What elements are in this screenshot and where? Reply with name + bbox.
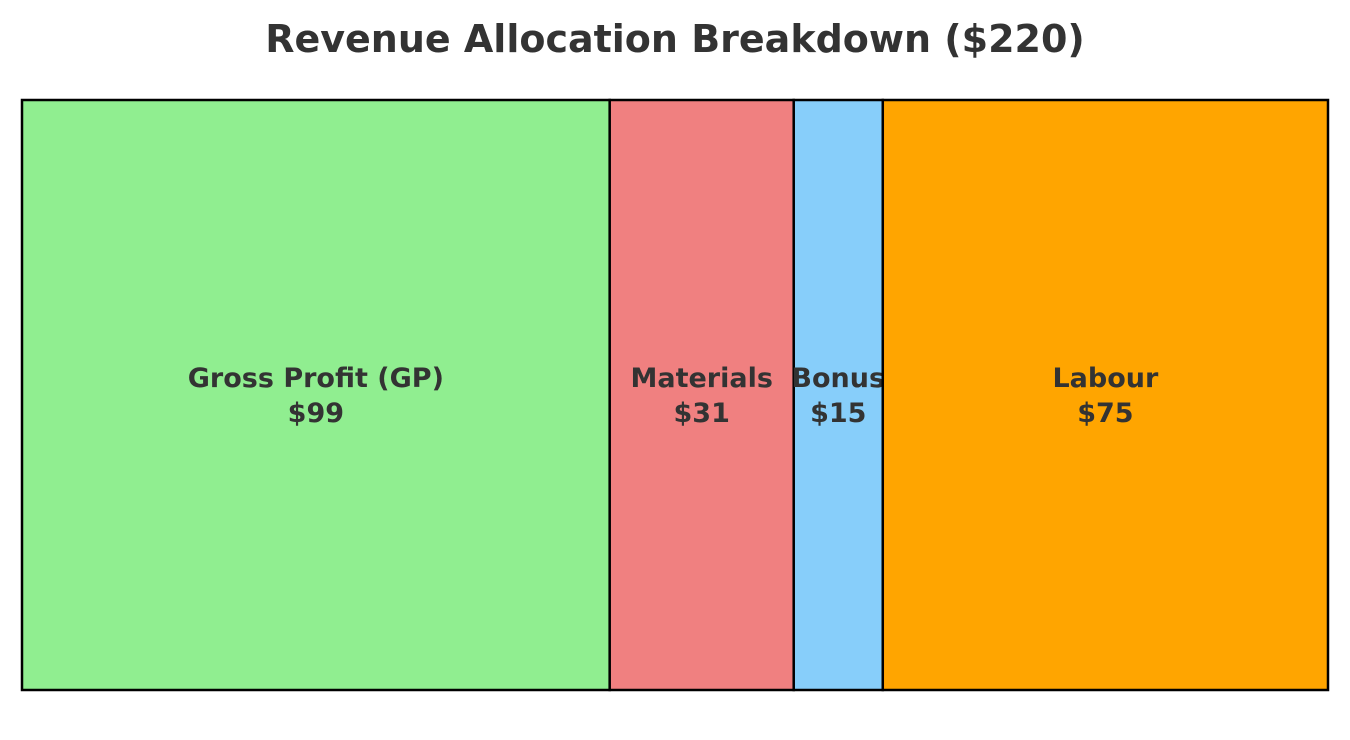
- segment-value-label: $15: [810, 398, 866, 429]
- segment-rect: [608, 98, 795, 692]
- segment-gross-profit-gp: Gross Profit (GP) $99: [20, 98, 611, 692]
- segment-labour: Labour $75: [881, 98, 1330, 692]
- chart-title: Revenue Allocation Breakdown ($220): [265, 17, 1085, 61]
- segment-value-label: $99: [288, 398, 344, 429]
- segment-value-label: $75: [1077, 398, 1133, 429]
- segment-name-label: Labour: [1052, 363, 1159, 394]
- segment-rect: [20, 98, 611, 692]
- segment-bonus: Bonus $15: [791, 98, 885, 692]
- segment-name-label: Bonus: [791, 363, 885, 394]
- segment-rect: [881, 98, 1330, 692]
- segment-rect: [792, 98, 885, 692]
- segment-name-label: Materials: [630, 363, 772, 394]
- segment-name-label: Gross Profit (GP): [188, 363, 444, 394]
- segment-value-label: $31: [674, 398, 730, 429]
- segment-materials: Materials $31: [608, 98, 795, 692]
